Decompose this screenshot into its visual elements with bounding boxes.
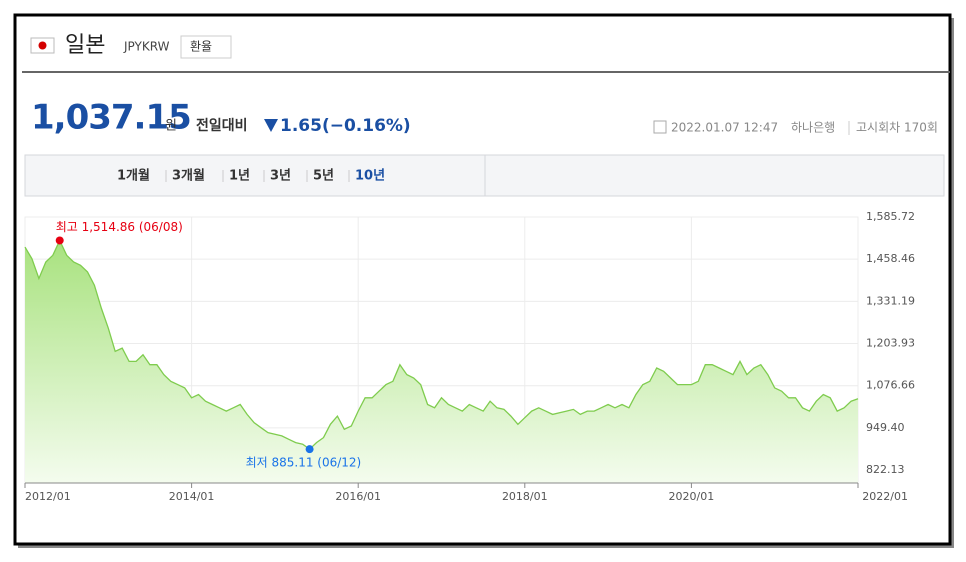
y-tick-label: 1,203.93	[866, 337, 915, 350]
period-tab[interactable]: 10년	[355, 169, 385, 184]
flag-dot	[38, 41, 47, 50]
x-tick-label: 2014/01	[169, 490, 215, 503]
x-tick-label: 2018/01	[502, 490, 548, 503]
period-tab[interactable]: 5년	[313, 169, 334, 184]
code: JPYKRW	[123, 40, 170, 54]
extreme-label: 최저 885.11 (06/12)	[246, 456, 362, 470]
period-tab[interactable]: 3개월	[172, 168, 205, 184]
y-tick-label: 1,076.66	[866, 379, 915, 392]
period-tab[interactable]: 3년	[270, 169, 291, 184]
bank: 하나은행	[791, 120, 835, 135]
price-line	[24, 238, 859, 451]
period-tab[interactable]: 1개월	[117, 168, 150, 184]
extreme-marker	[55, 236, 64, 245]
quote-date: 2022.01.07 12:47	[671, 121, 778, 135]
y-tick-label: 1,331.19	[866, 294, 915, 307]
rate-button-label[interactable]: 환율	[190, 40, 212, 54]
x-tick-label: 2012/01	[25, 490, 71, 503]
y-tick-label: 1,585.72	[866, 210, 915, 223]
price-unit: 원	[165, 119, 177, 134]
country: 일본	[65, 33, 105, 58]
rate-button[interactable]	[180, 35, 232, 59]
change-label: 전일대비	[196, 117, 248, 134]
x-tick-label: 2016/01	[335, 490, 381, 503]
down-arrow	[264, 119, 278, 132]
extreme-label: 최고 1,514.86 (06/08)	[56, 220, 183, 234]
calendar-icon	[653, 120, 667, 134]
y-tick-label: 1,458.46	[866, 252, 915, 265]
period-tab[interactable]: 1년	[229, 169, 250, 184]
y-tick-label: 949.40	[866, 421, 905, 434]
y-tick-label: 822.13	[866, 463, 905, 476]
area-fill	[25, 240, 858, 483]
extreme-marker	[305, 445, 314, 454]
round: 고시회차 170회	[856, 121, 938, 135]
x-tick-label: 2020/01	[669, 490, 715, 503]
change: 1.65(−0.16%)	[280, 116, 411, 136]
price: 1,037.15	[31, 98, 191, 138]
x-tick-label: 2022/01	[862, 490, 908, 503]
